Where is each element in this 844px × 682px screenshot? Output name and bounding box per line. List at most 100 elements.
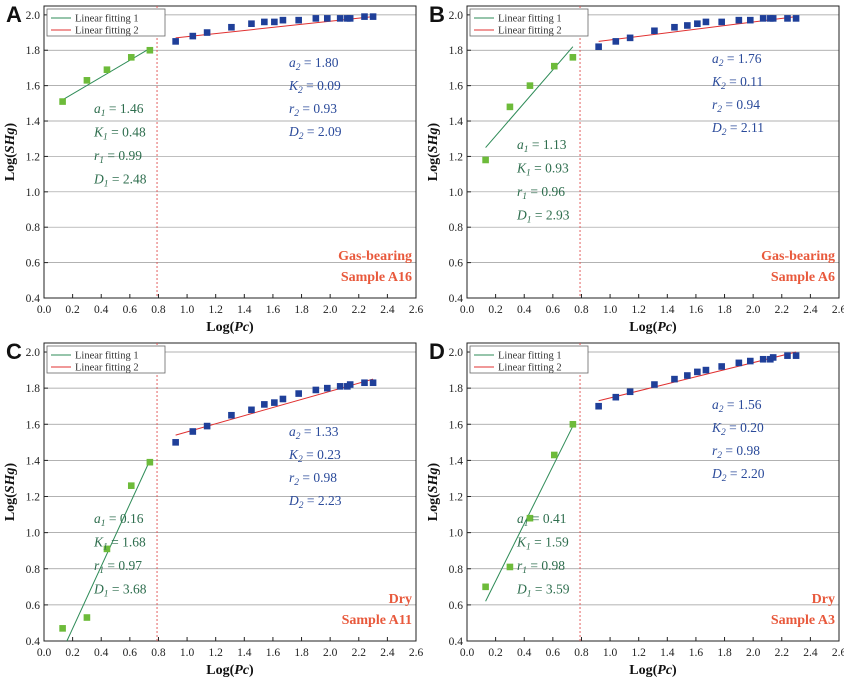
y-axis-title: Log(SHg) xyxy=(3,462,18,521)
x-tick-label: 0.4 xyxy=(517,304,532,316)
x-tick-label: 1.2 xyxy=(209,304,224,316)
data-point-series-2 xyxy=(651,27,658,35)
x-tick-label: 2.4 xyxy=(803,647,818,659)
y-tick-label: 1.8 xyxy=(449,383,464,395)
data-point-series-2 xyxy=(769,15,777,22)
data-point-series-2 xyxy=(346,15,354,22)
data-point-series-2 xyxy=(746,357,754,365)
data-point-series-2 xyxy=(172,38,179,45)
x-tick-label: 1.4 xyxy=(660,304,675,316)
x-tick-label: 0.2 xyxy=(65,304,80,316)
legend-box xyxy=(46,345,166,374)
y-tick-label: 1.0 xyxy=(449,528,464,540)
x-tick-label: 0.6 xyxy=(123,304,138,316)
x-tick-label: 1.2 xyxy=(209,647,224,659)
data-point-series-1 xyxy=(127,54,135,61)
data-point-series-2 xyxy=(784,15,791,22)
data-point-series-2 xyxy=(361,13,368,20)
data-point-series-1 xyxy=(526,514,534,522)
x-tick-label: 1.4 xyxy=(237,304,252,316)
plot-frame xyxy=(43,342,417,642)
x-tick-label: 1.0 xyxy=(603,647,618,659)
data-point-series-2 xyxy=(189,32,197,40)
x-axis-title: Log(Pc) xyxy=(629,663,677,678)
legend-label-1: Linear fitting 1 xyxy=(75,351,139,362)
x-tick-label: 0.2 xyxy=(65,647,80,659)
data-point-series-1 xyxy=(83,614,91,621)
data-point-series-2 xyxy=(684,372,691,379)
x-tick-label: 2.4 xyxy=(380,647,395,659)
data-point-series-1 xyxy=(482,156,489,164)
fit2-parameter: a2 = 1.56 xyxy=(712,397,762,415)
x-tick-label: 0.2 xyxy=(488,647,503,659)
x-tick-label: 2.0 xyxy=(323,647,338,659)
fit2-parameter: r2 = 0.98 xyxy=(289,470,337,488)
data-point-series-2 xyxy=(626,388,634,396)
sample-condition-label: Gas-bearing xyxy=(761,249,835,264)
fit-line-1 xyxy=(62,48,151,101)
data-point-series-2 xyxy=(651,381,658,388)
y-tick-label: 1.2 xyxy=(449,151,464,163)
y-tick-label: 0.4 xyxy=(449,293,464,305)
fit2-parameter: r2 = 0.94 xyxy=(712,97,760,115)
data-point-series-1 xyxy=(83,77,91,84)
y-tick-label: 1.2 xyxy=(26,492,41,504)
data-point-series-1 xyxy=(146,46,154,54)
x-tick-label: 0.0 xyxy=(37,304,52,316)
x-tick-label: 1.4 xyxy=(660,647,675,659)
data-point-series-2 xyxy=(671,375,678,383)
legend-label-2: Linear fitting 2 xyxy=(498,26,562,37)
data-point-series-1 xyxy=(103,66,111,74)
data-point-series-2 xyxy=(295,16,302,24)
panel-label: B xyxy=(429,2,445,27)
data-point-series-2 xyxy=(718,18,725,26)
data-point-series-2 xyxy=(295,390,302,397)
x-tick-label: 2.4 xyxy=(380,304,395,316)
data-point-series-2 xyxy=(279,16,287,24)
data-point-series-1 xyxy=(103,545,111,553)
data-point-series-2 xyxy=(336,383,344,390)
x-tick-label: 2.2 xyxy=(775,304,790,316)
panel-label: D xyxy=(429,339,445,364)
x-tick-label: 1.8 xyxy=(294,647,309,659)
data-point-series-2 xyxy=(684,22,691,29)
x-tick-label: 1.8 xyxy=(294,304,309,316)
x-tick-label: 2.6 xyxy=(832,647,844,659)
sample-id-label: Sample A6 xyxy=(771,270,835,285)
data-point-series-2 xyxy=(312,15,320,22)
fit2-parameter: D2 = 2.20 xyxy=(711,466,765,484)
x-tick-label: 0.4 xyxy=(517,647,532,659)
sample-id-label: Sample A11 xyxy=(342,613,412,628)
panel-label: C xyxy=(6,339,22,364)
data-point-series-1 xyxy=(506,563,514,571)
y-tick-label: 1.4 xyxy=(26,455,41,467)
y-tick-label: 1.0 xyxy=(449,187,464,199)
data-point-series-2 xyxy=(759,355,767,363)
y-tick-label: 1.2 xyxy=(449,492,464,504)
x-tick-label: 1.6 xyxy=(689,647,704,659)
y-tick-label: 1.4 xyxy=(449,455,464,467)
data-point-series-2 xyxy=(271,18,278,26)
x-tick-label: 1.6 xyxy=(266,647,281,659)
y-tick-label: 0.8 xyxy=(26,222,41,234)
data-point-series-2 xyxy=(612,38,620,45)
data-point-series-2 xyxy=(746,16,754,24)
y-tick-label: 0.6 xyxy=(449,600,464,612)
data-point-series-2 xyxy=(769,354,777,361)
y-tick-label: 1.6 xyxy=(26,419,41,431)
fit2-parameter: a2 = 1.33 xyxy=(289,424,339,442)
fit1-parameter: r1 = 0.97 xyxy=(94,558,142,576)
y-tick-label: 0.8 xyxy=(449,564,464,576)
y-tick-label: 2.0 xyxy=(449,10,464,22)
sample-condition-label: Dry xyxy=(812,592,835,607)
fit2-parameter: D2 = 2.11 xyxy=(711,120,764,138)
data-point-series-2 xyxy=(312,386,320,394)
data-point-series-2 xyxy=(759,15,767,22)
fit1-parameter: r1 = 0.98 xyxy=(517,558,565,576)
y-axis-title: Log(SHg) xyxy=(3,122,18,181)
x-tick-label: 1.8 xyxy=(717,304,732,316)
data-point-series-2 xyxy=(612,393,620,401)
fit1-parameter: K1 = 1.68 xyxy=(93,535,146,553)
data-point-series-2 xyxy=(271,399,278,406)
